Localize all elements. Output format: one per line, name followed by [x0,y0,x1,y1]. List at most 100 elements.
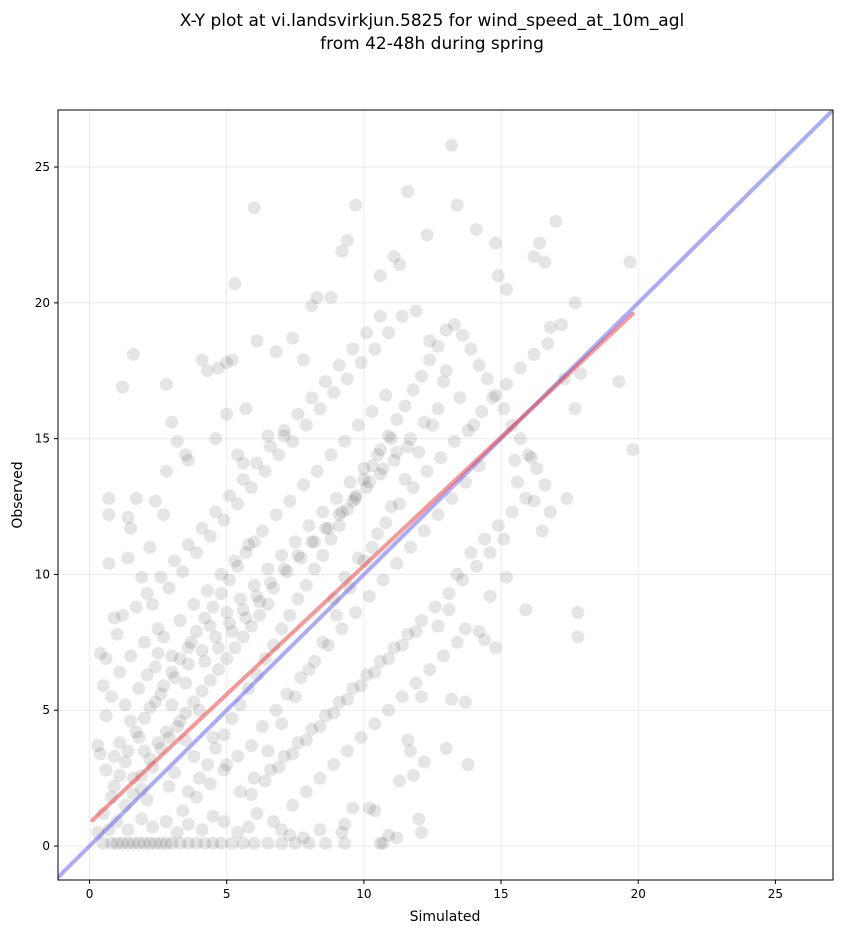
data-point-118 [458,622,472,636]
data-point-491 [327,706,341,720]
data-point-214 [415,369,428,383]
data-point-311 [319,521,332,535]
identity-line [58,110,833,880]
data-point-314 [360,481,374,494]
data-point-435 [181,641,195,655]
data-point-50 [159,377,173,391]
data-point-252 [165,649,179,663]
data-point-161 [94,747,107,761]
data-point-329 [297,478,310,492]
data-point-433 [165,665,179,679]
data-point-77 [340,233,354,247]
data-point-75 [310,290,324,304]
data-point-111 [527,494,541,508]
data-point-359 [332,695,346,709]
data-point-179 [154,687,168,701]
data-point-492 [340,692,354,706]
data-point-291 [321,521,335,535]
data-point-128 [406,768,420,782]
data-point-230 [467,418,481,432]
y-tick-label-1: 5 [42,703,50,717]
data-point-10 [154,836,168,850]
data-point-233 [426,418,439,432]
data-point-371 [497,532,511,546]
data-point-4 [121,836,135,850]
data-point-69 [236,456,250,470]
data-point-90 [549,214,563,228]
data-point-202 [316,548,330,562]
data-point-361 [360,668,374,682]
data-point-288 [280,565,294,579]
data-point-84 [420,228,434,242]
data-point-9 [148,836,162,850]
data-point-116 [524,451,538,465]
data-point-56 [201,364,214,378]
data-point-103 [571,606,585,619]
data-point-415 [179,706,193,720]
data-point-254 [137,635,151,649]
data-point-352 [371,448,385,462]
data-point-152 [195,823,209,837]
data-point-121 [450,567,464,581]
data-point-2 [110,836,124,850]
data-point-495 [382,652,396,666]
data-point-466 [195,521,209,535]
data-point-333 [351,418,365,432]
data-point-53 [170,434,184,448]
data-point-158 [121,823,135,837]
data-point-6 [132,836,146,850]
data-point-241 [316,635,330,649]
data-point-494 [368,665,382,679]
data-point-374 [313,771,327,785]
data-point-478 [360,326,374,340]
x-tick-label-0: 0 [86,887,94,901]
data-point-334 [365,405,379,418]
data-point-298 [417,415,431,429]
data-point-473 [291,407,305,421]
data-point-380 [395,690,409,704]
x-tick-label-5: 25 [768,887,783,901]
data-point-224 [497,402,511,416]
data-point-281 [436,375,450,389]
data-point-183 [187,749,201,763]
data-point-279 [409,304,423,318]
data-point-278 [395,309,409,323]
data-point-296 [390,445,404,459]
data-point-143 [297,831,310,845]
data-point-326 [255,524,269,538]
data-point-428 [121,744,135,758]
data-point-462 [140,587,154,600]
data-point-366 [428,600,442,614]
data-point-306 [250,589,264,603]
x-axis-ticks: 0 5 10 15 20 25 [86,880,783,901]
data-point-260 [146,597,160,611]
data-point-126 [461,758,475,772]
data-point-450 [406,481,420,494]
data-point-167 [124,714,138,728]
data-point-310 [305,535,319,549]
data-point-259 [129,600,143,614]
data-point-440 [223,573,236,587]
data-point-276 [368,342,382,356]
data-point-400 [376,573,390,587]
data-point-35 [94,646,107,660]
data-point-145 [275,823,289,837]
data-point-431 [148,695,162,709]
data-point-351 [357,462,371,475]
data-point-373 [299,785,313,799]
data-point-392 [269,703,283,717]
data-point-404 [431,508,445,522]
data-point-67 [220,407,234,421]
data-point-46 [135,570,149,584]
data-point-488 [286,747,300,761]
data-point-323 [214,567,228,581]
data-point-469 [236,472,250,486]
data-point-43 [124,521,138,535]
data-point-426 [107,779,121,793]
data-point-174 [137,744,151,758]
data-point-363 [387,641,401,655]
data-point-79 [349,198,363,212]
data-point-12 [165,836,179,850]
data-point-283 [212,641,225,655]
data-point-148 [242,820,256,834]
